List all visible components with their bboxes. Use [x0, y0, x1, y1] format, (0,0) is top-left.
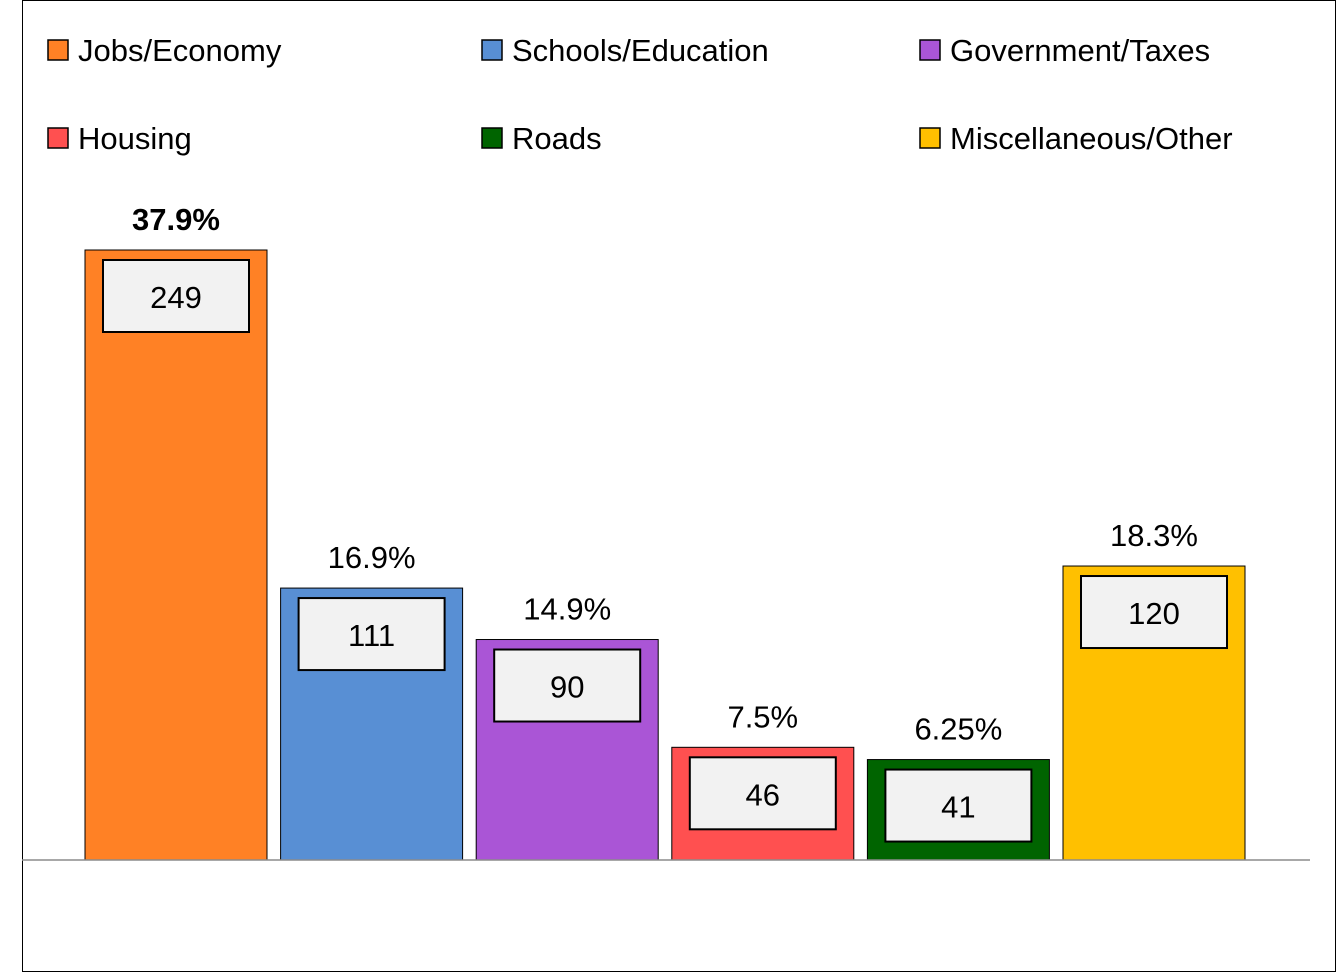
bar-group: 14.9% 90 [475, 592, 659, 861]
bar-group: 7.5% 46 [671, 699, 855, 861]
percent-label: 7.5% [727, 699, 798, 734]
bar-group: 37.9% 249 [84, 202, 268, 861]
legend-label: Schools/Education [512, 33, 769, 68]
value-label: 249 [150, 280, 202, 315]
bar [84, 249, 268, 861]
legend-item: Schools/Education [481, 33, 769, 68]
legend-label: Roads [512, 121, 602, 156]
legend-item: Housing [47, 121, 192, 156]
percent-label: 16.9% [328, 540, 416, 575]
legend-swatch [481, 39, 503, 61]
legend-label: Government/Taxes [950, 33, 1210, 68]
legend-label: Housing [78, 121, 192, 156]
value-box [102, 259, 250, 333]
bars: 37.9% 249 16.9% 111 14.9% 90 7.5% 46 6.25% 41 18.3… [84, 202, 1246, 861]
legend-label: Miscellaneous/Other [950, 121, 1233, 156]
value-box [1080, 575, 1228, 650]
value-box [688, 756, 837, 831]
value-label: 46 [746, 777, 780, 812]
percent-label: 37.9% [132, 202, 220, 237]
value-box [493, 648, 642, 723]
value-label: 111 [348, 618, 395, 653]
legend-swatch [481, 127, 503, 149]
bar-group: 16.9% 111 [280, 540, 464, 861]
value-label: 90 [550, 670, 584, 705]
percent-label: 6.25% [914, 712, 1002, 747]
bar-group: 18.3% 120 [1062, 518, 1246, 861]
value-label: 41 [941, 790, 975, 825]
percent-label: 14.9% [523, 592, 611, 627]
value-box [884, 768, 1033, 843]
legend-item: Government/Taxes [919, 33, 1210, 68]
value-box [297, 597, 446, 672]
legend-item: Jobs/Economy [47, 33, 282, 68]
percent-label: 18.3% [1110, 518, 1198, 553]
value-label: 120 [1128, 596, 1180, 631]
legend: Jobs/Economy Schools/Education Government/… [47, 33, 1233, 156]
legend-swatch [47, 127, 69, 149]
legend-label: Jobs/Economy [78, 33, 282, 68]
legend-item: Miscellaneous/Other [919, 121, 1233, 156]
legend-swatch [919, 127, 941, 149]
legend-swatch [919, 39, 941, 61]
bar-group: 6.25% 41 [866, 712, 1050, 861]
legend-item: Roads [481, 121, 602, 156]
legend-swatch [47, 39, 69, 61]
